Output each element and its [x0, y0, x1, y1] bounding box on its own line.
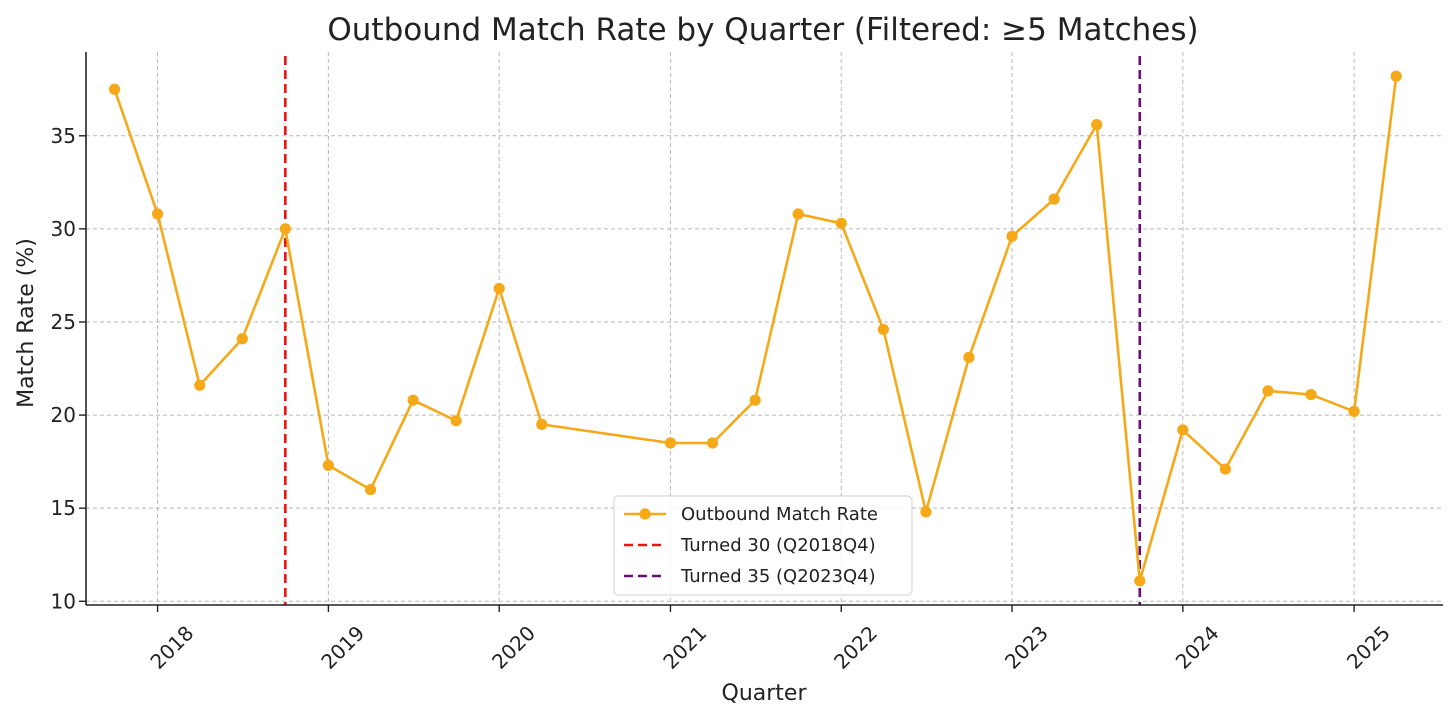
- x-tick-label: 2023: [1000, 621, 1053, 674]
- data-point: [407, 394, 419, 406]
- data-point: [920, 506, 932, 518]
- legend: Outbound Match Rate Turned 30 (Q2018Q4) Tu…: [613, 495, 913, 596]
- reference-lines: [284, 56, 1142, 605]
- y-tick-label: 15: [51, 496, 76, 520]
- y-tick-label: 35: [51, 124, 76, 148]
- data-point: [1177, 424, 1189, 436]
- y-axis-ticks: 10 15 20 25 30 35: [51, 124, 86, 613]
- y-tick-label: 20: [51, 403, 76, 427]
- axes: [85, 52, 1443, 606]
- data-point: [1390, 70, 1402, 82]
- data-point: [1305, 388, 1317, 401]
- data-point: [835, 217, 847, 229]
- data-point: [493, 282, 505, 295]
- legend-items: Outbound Match Rate Turned 30 (Q2018Q4) Tu…: [624, 504, 878, 587]
- data-point: [749, 394, 761, 406]
- x-axis-ticks: 2018 2019 2020 2021 2022 2023 2024 2025: [145, 605, 1395, 674]
- data-point: [877, 323, 889, 336]
- data-point: [1262, 385, 1274, 397]
- data-point: [194, 379, 206, 391]
- data-point: [151, 208, 164, 220]
- x-tick-label: 2020: [487, 621, 540, 674]
- legend-box: [613, 495, 913, 596]
- data-point: [1348, 405, 1360, 417]
- data-point: [236, 333, 248, 345]
- data-point: [536, 418, 548, 430]
- data-point: [1006, 230, 1018, 242]
- data-point: [1219, 463, 1232, 475]
- x-tick-label: 2019: [316, 621, 369, 674]
- data-point: [322, 459, 334, 471]
- chart-title: Outbound Match Rate by Quarter (Filtered…: [327, 12, 1198, 48]
- data-point: [664, 437, 677, 449]
- data-point: [1091, 119, 1103, 131]
- legend-label: Turned 35 (Q2023Q4): [680, 566, 876, 587]
- data-point: [1048, 193, 1060, 205]
- x-tick-label: 2021: [658, 621, 711, 674]
- data-point: [792, 208, 804, 220]
- y-tick-label: 10: [51, 589, 76, 613]
- grid-lines: [86, 52, 1443, 605]
- legend-label: Outbound Match Rate: [681, 504, 878, 525]
- legend-label: Turned 30 (Q2018Q4): [680, 535, 876, 556]
- x-tick-label: 2022: [829, 621, 882, 674]
- data-point: [364, 483, 377, 496]
- data-point: [108, 83, 121, 95]
- y-tick-label: 25: [51, 310, 76, 334]
- data-point: [963, 351, 975, 363]
- y-tick-label: 30: [51, 217, 76, 241]
- x-tick-label: 2024: [1171, 621, 1224, 674]
- series-layer: [108, 70, 1402, 587]
- data-point: [1134, 575, 1146, 587]
- x-tick-label: 2025: [1342, 621, 1395, 674]
- x-axis-label: Quarter: [722, 681, 808, 706]
- data-point: [279, 223, 291, 235]
- x-tick-label: 2018: [145, 621, 198, 674]
- data-point: [450, 415, 462, 427]
- data-point: [706, 437, 719, 449]
- y-axis-label: Match Rate (%): [14, 238, 39, 408]
- legend-marker: [639, 508, 651, 520]
